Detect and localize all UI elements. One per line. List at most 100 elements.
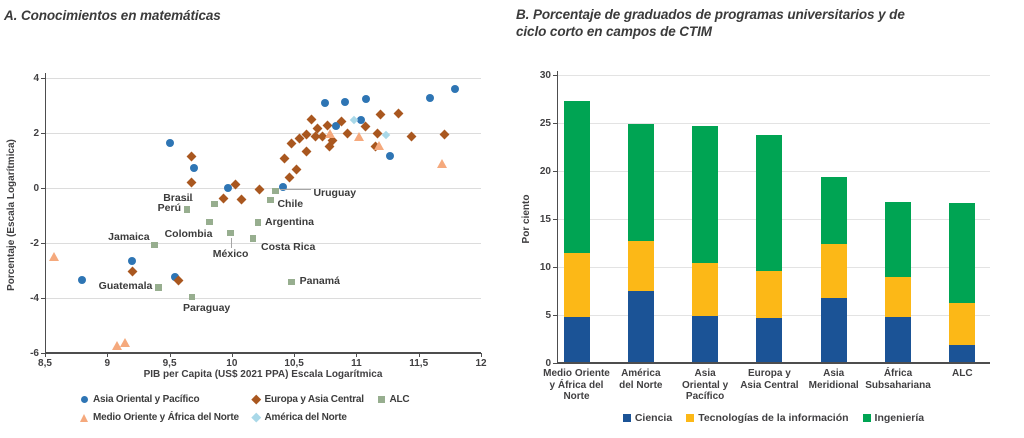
legend-item-tecnologías-de-la-información: Tecnologías de la información — [686, 412, 849, 424]
country-label-colombia: Colombia — [164, 227, 213, 240]
x-tick-label: 8,5 — [38, 358, 52, 369]
bar-segment-ingeniería-1 — [627, 123, 654, 242]
y-tick-label: 2 — [33, 128, 39, 139]
x-tick-mark — [169, 353, 171, 357]
panel-b-bar-chart: 0 5 10 15 20 25 30 Medio Oriente y África del Nor… — [540, 70, 990, 402]
x-tick-mark — [418, 353, 420, 357]
y-tick-label: -6 — [30, 348, 39, 359]
country-label-uruguay: Uruguay — [313, 186, 357, 199]
scatter-point-circle — [386, 152, 395, 161]
legend-label: Ciencia — [634, 412, 673, 424]
x-tick-label: 9,5 — [162, 358, 177, 369]
scatter-point-circle — [362, 94, 371, 103]
x-tick-label: 12 — [475, 358, 487, 369]
x-tick-mark — [481, 353, 482, 357]
legend-item-1: Europa y Asia Central — [251, 394, 365, 405]
scatter-point-méxico — [227, 229, 234, 237]
x-tick-mark — [231, 353, 233, 357]
y-tick-label: -2 — [30, 238, 39, 249]
callout-line-méxico — [230, 237, 232, 248]
panel-b-stem-graduates: B. Porcentaje de graduados de programas … — [505, 0, 1024, 438]
bar-segment-ingeniería-5 — [885, 201, 911, 277]
bar-segment-tecnologías-de-la-información-0 — [563, 252, 590, 317]
bar-segment-ingeniería-2 — [692, 125, 719, 264]
x-tick-mark — [356, 353, 358, 357]
callout-line-uruguay — [280, 188, 312, 190]
scatter-point-perú — [183, 206, 191, 213]
gridline-y-2 — [45, 133, 481, 134]
scatter-point-diamond — [279, 153, 290, 164]
y-tick-mark — [553, 315, 557, 316]
y-tick-label: 4 — [33, 73, 39, 84]
x-tick-label: 11 — [351, 358, 362, 369]
bar-segment-ingeniería-0 — [563, 100, 590, 253]
y-tick-mark — [553, 75, 557, 76]
legend-item-3: Medio Oriente y África del Norte — [80, 412, 239, 423]
y-tick-mark — [41, 78, 45, 79]
x-tick-label: 10,5 — [284, 358, 304, 369]
x-tick-label: 9 — [104, 358, 111, 369]
legend-label: América del Norte — [264, 412, 347, 423]
y-tick-label: 0 — [545, 358, 551, 369]
gridline-y-30 — [557, 75, 990, 76]
category-label-5: África Subsahariana — [865, 368, 931, 391]
y-tick-mark — [41, 298, 45, 299]
circle-legend-marker — [81, 396, 88, 403]
country-label-jamaica: Jamaica — [108, 230, 150, 243]
legend-label: Asia Oriental y Pacífico — [93, 394, 200, 405]
square-legend-marker — [686, 414, 695, 422]
y-tick-mark — [41, 243, 45, 244]
scatter-point-circle — [332, 121, 341, 130]
scatter-point-diamond — [173, 275, 184, 286]
gridline-y-4 — [45, 78, 481, 79]
y-tick-label: 25 — [539, 118, 551, 129]
scatter-point-triangle — [48, 252, 59, 262]
y-axis-line — [45, 73, 46, 353]
scatter-point-triangle — [325, 128, 336, 138]
panel-a-scatter-plot: 4 2 0 -2 -4 -6 8,5 9 9,5 10 10,5 11 11,5 12 Brasil Perú… — [30, 73, 487, 369]
x-axis-line — [45, 352, 481, 354]
scatter-point-diamond — [127, 266, 138, 276]
scatter-point-diamond — [393, 108, 404, 119]
bar-segment-tecnologías-de-la-información-1 — [627, 241, 654, 291]
bar-segment-ciencia-6 — [949, 344, 976, 363]
y-tick-mark — [553, 219, 557, 220]
scatter-point-diamond-small — [382, 130, 391, 140]
scatter-point-paraguay — [188, 293, 196, 301]
scatter-point-diamond — [254, 184, 265, 195]
y-tick-label: -4 — [30, 293, 39, 304]
scatter-point-panamá — [288, 278, 295, 286]
legend-item-4: América del Norte — [251, 412, 347, 423]
country-label-perú: Perú — [157, 202, 181, 215]
x-tick-label: 10 — [226, 358, 238, 369]
bar-segment-tecnologías-de-la-información-4 — [820, 243, 847, 298]
gridline-y-25 — [557, 123, 990, 124]
category-label-6: ALC — [952, 368, 973, 379]
scatter-point-diamond — [301, 146, 312, 157]
scatter-point-circle — [224, 184, 233, 192]
country-label-guatemala: Guatemala — [98, 280, 153, 293]
scatter-point-diamond — [291, 164, 302, 175]
y-tick-mark — [553, 123, 557, 124]
scatter-point-uruguay — [272, 187, 279, 194]
scatter-point-argentina — [254, 219, 262, 226]
bar-segment-ciencia-4 — [820, 297, 847, 363]
legend-label: Europa y Asia Central — [264, 394, 365, 405]
category-label-4: Asia Meridional — [808, 368, 859, 391]
y-tick-mark — [553, 267, 557, 268]
legend-item-ciencia: Ciencia — [622, 412, 673, 424]
country-label-chile: Chile — [277, 198, 304, 211]
y-axis-line — [557, 71, 558, 363]
diamond-small-legend-marker — [251, 412, 261, 423]
bar-segment-ciencia-3 — [756, 317, 783, 363]
scatter-point-diamond — [372, 128, 383, 138]
scatter-point-circle — [128, 256, 137, 265]
x-axis-line — [557, 362, 990, 364]
y-tick-mark — [553, 363, 557, 364]
country-label-méxico: México — [212, 247, 249, 260]
scatter-point-circle — [78, 276, 87, 285]
scatter-point-circle — [190, 163, 199, 172]
gridline-y--4 — [45, 298, 481, 299]
scatter-point-chile — [267, 196, 274, 204]
scatter-point-diamond — [236, 194, 247, 205]
